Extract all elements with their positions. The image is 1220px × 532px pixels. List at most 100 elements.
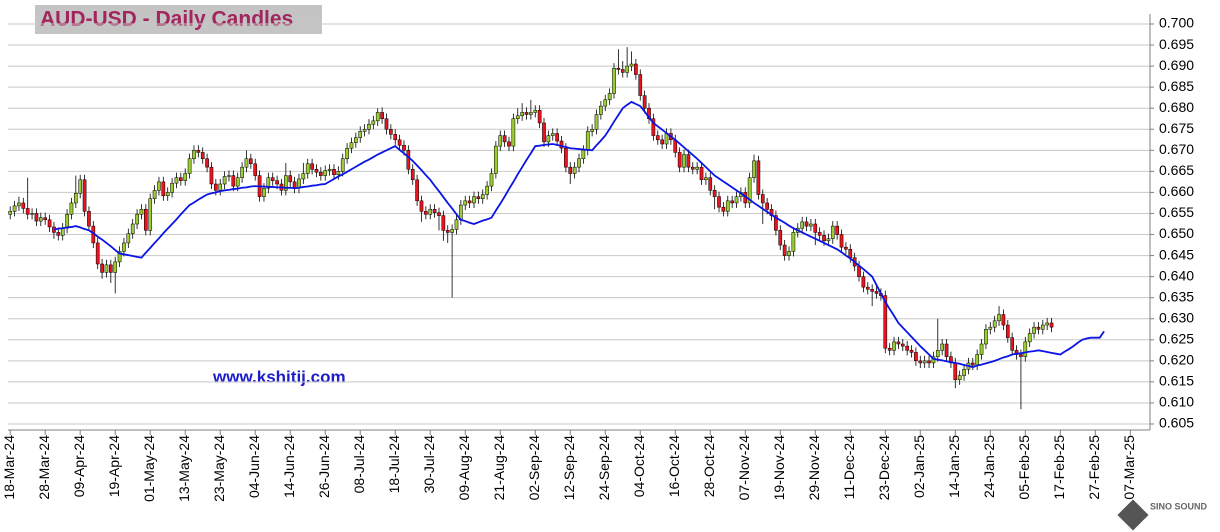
candle-body	[336, 171, 341, 175]
candle-body	[791, 232, 796, 252]
x-tick-label: 24-Jan-25	[981, 435, 997, 498]
candle-body	[900, 343, 905, 347]
candle-body	[857, 265, 861, 277]
candle-body	[830, 225, 835, 239]
candle-body	[12, 205, 17, 212]
candle-body	[953, 362, 958, 381]
y-tick-label: 0.690	[1159, 57, 1194, 73]
candle-body	[205, 158, 209, 168]
candle-body	[992, 320, 997, 328]
candle-body	[756, 160, 761, 195]
candle-body	[870, 289, 874, 292]
candle-body	[572, 166, 577, 174]
x-tick-label: 28-Mar-24	[36, 435, 52, 500]
x-tick-label: 02-Sep-24	[526, 435, 542, 501]
candle-body	[1023, 341, 1028, 357]
candle-body	[1032, 326, 1036, 334]
candle-body	[192, 150, 196, 159]
candle-body	[704, 177, 708, 181]
candle-body	[266, 177, 271, 189]
candle-body	[887, 347, 892, 351]
title-box	[35, 5, 322, 34]
x-tick-label: 02-Jan-25	[911, 435, 927, 498]
candle-body	[367, 123, 371, 130]
candle-body	[165, 192, 170, 197]
moving-average	[53, 100, 1105, 369]
candle-body	[301, 173, 306, 180]
candle-body	[682, 154, 686, 168]
candle-body	[345, 147, 349, 159]
y-tick-label: 0.640	[1159, 267, 1194, 283]
candle-body	[222, 176, 227, 185]
logo: SINO SOUND	[1117, 499, 1208, 531]
y-tick-label: 0.695	[1159, 36, 1194, 52]
y-tick-label: 0.665	[1159, 162, 1194, 178]
candle-body	[467, 200, 472, 204]
candle-body	[555, 133, 559, 142]
candle-body	[65, 214, 69, 229]
candle-body	[494, 145, 498, 174]
candle-body	[1040, 324, 1045, 330]
candle-body	[918, 360, 923, 364]
candle-body	[699, 166, 704, 181]
x-tick-label: 18-Mar-24	[1, 435, 17, 500]
candle-body	[227, 175, 231, 177]
candle-body	[957, 375, 962, 381]
candle-body	[515, 115, 520, 119]
x-tick-label: 21-Aug-24	[491, 435, 507, 501]
candle-body	[262, 187, 266, 197]
candle-body	[126, 233, 131, 244]
candle-body	[397, 139, 402, 146]
candle-body	[988, 326, 993, 330]
candle-body	[507, 141, 511, 147]
candle-body	[419, 200, 424, 212]
candle-body	[445, 230, 450, 233]
candle-body	[800, 221, 804, 229]
candle-body	[651, 118, 656, 136]
candle-body	[406, 150, 411, 170]
candle-body	[634, 63, 638, 75]
candle-body	[905, 345, 909, 351]
candle-body	[826, 238, 831, 242]
y-tick-label: 0.655	[1159, 204, 1194, 220]
candle-body	[432, 209, 437, 213]
x-tick-label: 04-Oct-24	[631, 435, 647, 497]
x-tick-label: 07-Mar-25	[1121, 435, 1137, 500]
candle-body	[568, 166, 573, 174]
candle-body	[760, 194, 765, 204]
candle-body	[975, 354, 979, 366]
candle-body	[817, 232, 822, 236]
candle-body	[78, 179, 83, 194]
candle-body	[892, 341, 896, 351]
candle-body	[765, 202, 769, 210]
candle-body	[139, 209, 144, 215]
candle-body	[546, 135, 551, 143]
y-tick-label: 0.635	[1159, 288, 1194, 304]
candle-body	[1001, 314, 1006, 326]
candle-body	[183, 173, 188, 181]
candle-body	[695, 166, 699, 170]
candle-body	[747, 177, 752, 204]
candle-body	[354, 137, 358, 143]
candle-body	[725, 200, 730, 212]
candle-body	[69, 202, 74, 215]
x-tick-label: 11-Dec-24	[841, 435, 857, 500]
candle-body	[629, 63, 634, 67]
logo-icon	[1117, 499, 1149, 531]
candle-body	[402, 145, 406, 151]
candle-body	[529, 112, 533, 115]
candle-body	[594, 114, 599, 130]
candle-body	[677, 152, 682, 168]
candle-body	[717, 196, 721, 208]
x-tick-label: 14-Jun-24	[281, 435, 297, 498]
x-tick-label: 04-Jun-24	[246, 435, 262, 498]
candle-body	[730, 200, 734, 204]
chart-title: AUD-USD - Daily Candles	[40, 8, 293, 31]
candle-body	[721, 206, 726, 212]
candle-body	[480, 194, 485, 199]
x-tick-label: 23-Dec-24	[876, 435, 892, 501]
candle-body	[1019, 354, 1023, 357]
candle-body	[428, 209, 433, 215]
candle-body	[809, 223, 813, 227]
